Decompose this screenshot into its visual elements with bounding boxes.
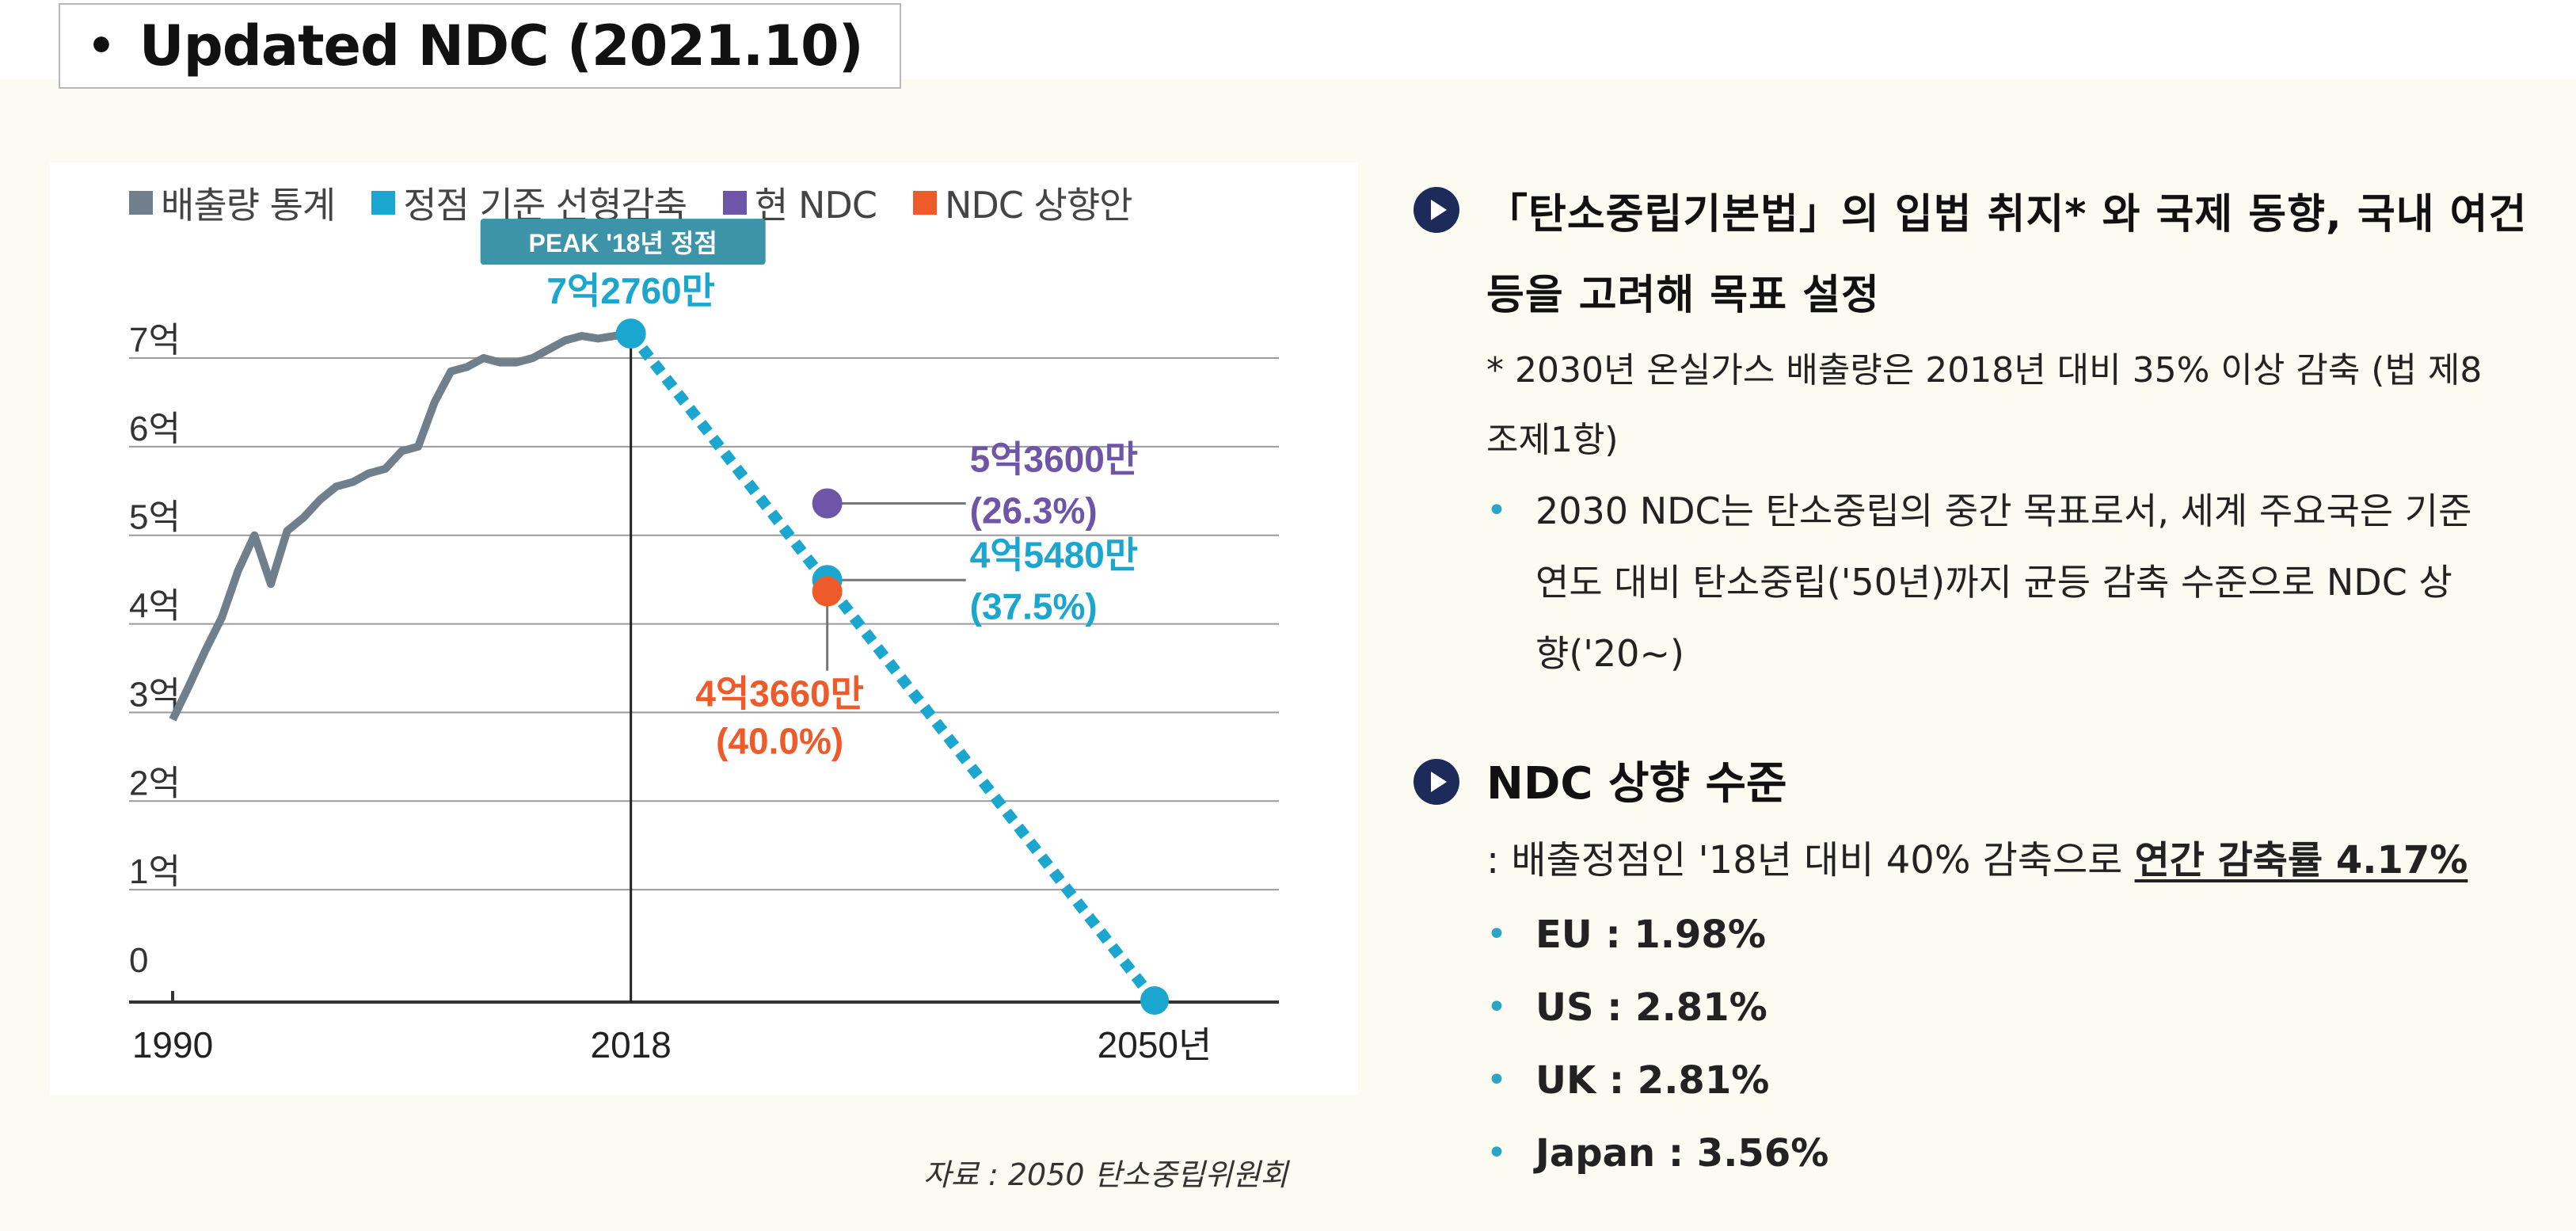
linear-sublabel: (37.5%)	[970, 585, 1098, 627]
title-bullet: •	[87, 20, 116, 72]
bullet-dot-icon: •	[1486, 1133, 1507, 1173]
play-circle-icon	[1414, 759, 1459, 805]
series-line-linear	[626, 330, 1159, 1004]
stat-uk: UK : 2.81%	[1535, 1058, 1770, 1103]
raised-ndc-sublabel: (40.0%)	[716, 721, 843, 762]
stat-row-japan: • Japan : 3.56%	[1486, 1117, 2554, 1190]
stat-us: US : 2.81%	[1535, 985, 1767, 1030]
current-ndc-marker	[812, 488, 843, 519]
raised-ndc-label: 4억3660만	[695, 673, 864, 715]
peak-marker	[615, 318, 646, 349]
section2-summary: : 배출정점인 '18년 대비 40% 감축으로 연간 감축률 4.17%	[1486, 822, 2554, 898]
section2-title: NDC 상향 수준	[1486, 758, 1787, 810]
peak-badge	[480, 219, 766, 265]
legend-label-statistics: 배출량 통계	[161, 184, 336, 227]
legend-swatch-current-ndc	[723, 191, 748, 215]
bullet-dot-icon: •	[1486, 987, 1507, 1027]
raised-ndc-marker	[812, 576, 843, 607]
legend-swatch-linear	[371, 191, 396, 215]
section1-bullet: • 2030 NDC는 탄소중립의 중간 목표로서, 세계 주요국은 기준연도 …	[1486, 475, 2554, 689]
y-tick-label: 5억	[129, 498, 181, 537]
y-tick-label: 0	[129, 941, 148, 980]
section1-bullet-text: 2030 NDC는 탄소중립의 중간 목표로서, 세계 주요국은 기준연도 대비…	[1535, 490, 2472, 675]
y-tick-label: 3억	[129, 675, 181, 714]
legend-label-current-ndc: 현 NDC	[755, 184, 877, 227]
y-tick-label: 7억	[129, 321, 181, 360]
peak-value-label: 7억2760만	[546, 270, 715, 311]
bullet-dot-icon: •	[1486, 490, 1507, 531]
current-ndc-label: 5억3600만	[970, 438, 1139, 479]
text-panel: 「탄소중립기본법」의 입법 취지* 와 국제 동향, 국내 여건 등을 고려해 …	[1414, 174, 2554, 1190]
current-ndc-sublabel: (26.3%)	[970, 490, 1098, 531]
stat-eu: EU : 1.98%	[1535, 913, 1766, 957]
linear-label: 4억5480만	[970, 534, 1139, 575]
x-tick-label: 2050년	[1098, 1024, 1212, 1065]
summary-highlight: 연간 감축률 4.17%	[2134, 838, 2468, 882]
legend-swatch-raised-ndc	[912, 191, 937, 215]
legend-item-current-ndc: 현 NDC	[723, 177, 877, 229]
y-tick-label: 4억	[129, 587, 181, 626]
stat-japan: Japan : 3.56%	[1535, 1131, 1829, 1176]
y-tick-label: 2억	[129, 764, 181, 802]
bullet-dot-icon: •	[1486, 914, 1507, 955]
stat-row-uk: • UK : 2.81%	[1486, 1044, 2554, 1117]
chart-plot: 0 1억 2억 3억 4억 5억 6억 7억 1990 2018 2050년 PEAK '18년 정점…	[129, 219, 1279, 1065]
slide-title-box: • Updated NDC (2021.10)	[59, 3, 901, 89]
x-tick-label: 1990	[132, 1024, 213, 1065]
peak-badge-label: PEAK '18년 정점	[529, 229, 717, 257]
play-circle-icon	[1414, 187, 1459, 233]
legend-item-statistics: 배출량 통계	[129, 177, 336, 229]
endpoint-2050	[1140, 986, 1169, 1015]
series-line-statistics	[169, 330, 632, 722]
stat-row-us: • US : 2.81%	[1486, 971, 2554, 1044]
legend-item-raised-ndc: NDC 상향안	[912, 177, 1133, 229]
summary-text: : 배출정점인 '18년 대비 40% 감축으로	[1486, 838, 2135, 882]
legend-label-raised-ndc: NDC 상향안	[944, 184, 1133, 227]
section2-header: NDC 상향 수준	[1414, 746, 2554, 822]
y-tick-label: 6억	[129, 410, 181, 448]
section1-footnote: * 2030년 온실가스 배출량은 2018년 대비 35% 이상 감축 (법 …	[1486, 350, 2483, 460]
section1-header: 「탄소중립기본법」의 입법 취지* 와 국제 동향, 국내 여건 등을 고려해 …	[1414, 174, 2554, 336]
bullet-dot-icon: •	[1486, 1060, 1507, 1100]
y-tick-label: 1억	[129, 852, 181, 891]
stat-row-eu: • EU : 1.98%	[1486, 898, 2554, 971]
source-caption: 자료 : 2050 탄소중립위원회	[923, 1157, 1288, 1192]
x-tick-label: 2018	[590, 1024, 671, 1065]
emissions-chart: 배출량 통계 정점 기준 선형감축 현 NDC NDC 상향안 0 1억 2억 3억 4…	[50, 162, 1358, 1096]
section1-title: 「탄소중립기본법」의 입법 취지* 와 국제 동향, 국내 여건 등을 고려해 …	[1486, 191, 2528, 319]
legend-swatch-statistics	[129, 191, 153, 215]
slide-title: Updated NDC (2021.10)	[139, 13, 864, 78]
